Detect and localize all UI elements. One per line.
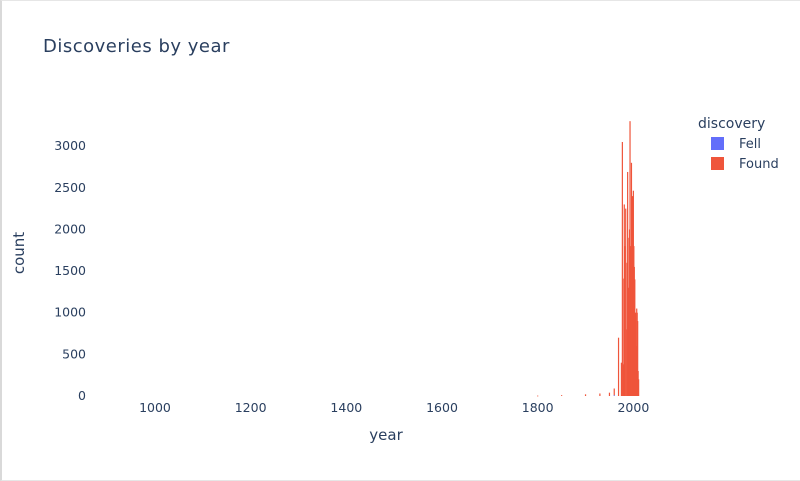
bar-found[interactable] bbox=[637, 321, 639, 396]
legend-swatch-fell[interactable] bbox=[711, 137, 724, 150]
y-tick-label: 3000 bbox=[54, 138, 86, 153]
x-tick-label: 1000 bbox=[139, 400, 171, 415]
bar-found[interactable] bbox=[627, 171, 629, 396]
y-axis-title: count bbox=[10, 232, 28, 274]
bar-found[interactable] bbox=[625, 208, 627, 396]
gridlines bbox=[88, 145, 686, 397]
legend: discovery Fell Found bbox=[698, 116, 779, 172]
bar-fell[interactable] bbox=[613, 395, 615, 396]
bar-found[interactable] bbox=[629, 121, 631, 396]
bar-found[interactable] bbox=[599, 393, 601, 396]
y-tick-label: 0 bbox=[78, 388, 86, 403]
legend-label-fell[interactable]: Fell bbox=[739, 137, 761, 152]
bar-found[interactable] bbox=[561, 395, 563, 396]
bar-found[interactable] bbox=[537, 395, 539, 397]
legend-label-found[interactable]: Found bbox=[739, 157, 779, 172]
x-tick-labels: 1000 1200 1400 1600 1800 2000 bbox=[139, 400, 649, 415]
legend-title: discovery bbox=[698, 116, 765, 132]
x-tick-label: 1400 bbox=[330, 400, 362, 415]
bar-found[interactable] bbox=[621, 141, 623, 396]
x-axis-title: year bbox=[369, 426, 403, 444]
bar-found[interactable] bbox=[624, 246, 626, 396]
y-tick-label: 500 bbox=[62, 346, 86, 361]
y-tick-labels: 0 500 1000 1500 2000 2500 3000 bbox=[54, 138, 86, 403]
x-tick-label: 1200 bbox=[235, 400, 267, 415]
y-tick-label: 1000 bbox=[54, 305, 86, 320]
bar-found[interactable] bbox=[608, 392, 611, 396]
x-tick-label: 1800 bbox=[522, 400, 554, 415]
legend-swatch-found[interactable] bbox=[711, 157, 724, 170]
y-tick-label: 2500 bbox=[54, 180, 86, 195]
bar-found[interactable] bbox=[584, 394, 587, 396]
bar-found[interactable] bbox=[617, 337, 620, 396]
bars bbox=[537, 121, 640, 397]
chart-title: Discoveries by year bbox=[43, 36, 230, 57]
y-tick-label: 1500 bbox=[54, 263, 86, 278]
x-tick-label: 2000 bbox=[617, 400, 649, 415]
bar-found[interactable] bbox=[613, 388, 615, 396]
bar-found[interactable] bbox=[631, 196, 634, 396]
bar-found[interactable] bbox=[638, 379, 640, 396]
bar-found[interactable] bbox=[620, 362, 623, 396]
y-tick-label: 2000 bbox=[54, 221, 86, 236]
x-tick-label: 1600 bbox=[426, 400, 458, 415]
